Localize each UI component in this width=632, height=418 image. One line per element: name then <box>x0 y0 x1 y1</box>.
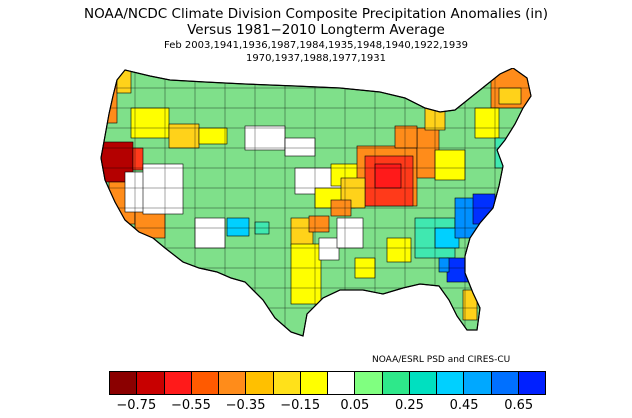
legend-label: −0.75 <box>116 398 157 413</box>
composite-years-line2: 1970,1937,1988,1977,1931 <box>246 53 386 64</box>
legend-label: 0.45 <box>449 398 479 413</box>
legend-swatch-13 <box>464 372 492 394</box>
map-svg <box>100 67 532 337</box>
legend-label: −0.35 <box>225 398 266 413</box>
legend-swatch-4 <box>219 372 247 394</box>
color-legend-bar <box>109 371 546 395</box>
legend-label: 0.25 <box>394 398 424 413</box>
legend-label: 0.05 <box>340 398 370 413</box>
legend-swatch-10 <box>382 372 410 394</box>
composite-years-line1: Feb 2003,1941,1936,1987,1984,1935,1948,1… <box>164 40 468 51</box>
map-subtitle: Versus 1981−2010 Longterm Average <box>187 22 445 38</box>
legend-swatch-8 <box>328 372 356 394</box>
color-legend-labels: −0.75 −0.55 −0.35 −0.15 0.05 0.25 0.45 0.65 <box>0 398 632 414</box>
legend-swatch-9 <box>355 372 383 394</box>
us-precipitation-map <box>95 67 555 338</box>
legend-swatch-3 <box>191 372 219 394</box>
legend-swatch-0 <box>110 372 138 394</box>
legend-label: 0.65 <box>504 398 534 413</box>
legend-swatch-12 <box>437 372 465 394</box>
legend-swatch-11 <box>409 372 437 394</box>
legend-swatch-5 <box>246 372 274 394</box>
legend-label: −0.15 <box>280 398 321 413</box>
legend-swatch-6 <box>273 372 301 394</box>
credit-text: NOAA/ESRL PSD and CIRES-CU <box>372 355 511 365</box>
map-title: NOAA/NCDC Climate Division Composite Pre… <box>84 6 548 22</box>
legend-swatch-15 <box>518 372 545 394</box>
legend-swatch-14 <box>491 372 519 394</box>
legend-label: −0.55 <box>171 398 211 413</box>
legend-swatch-2 <box>164 372 192 394</box>
legend-swatch-7 <box>300 372 328 394</box>
legend-swatch-1 <box>137 372 165 394</box>
